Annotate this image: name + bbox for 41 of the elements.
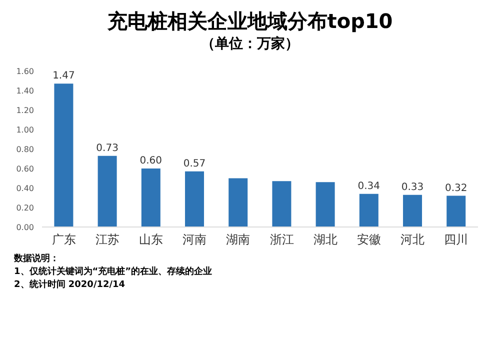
data-label: 1.47 (52, 70, 75, 82)
bar (316, 182, 335, 227)
y-tick-label: 0.20 (16, 203, 34, 212)
x-tick-label: 江苏 (95, 232, 120, 247)
data-label: 0.57 (183, 158, 206, 170)
bar (272, 181, 292, 227)
x-tick-label: 河北 (400, 232, 425, 247)
y-tick-label: 1.60 (16, 66, 34, 76)
chart-title: 充电桩相关企业地域分布top10 (106, 8, 394, 35)
x-tick-label: 山东 (139, 232, 163, 247)
x-tick-label: 湖北 (313, 232, 338, 247)
bar (446, 196, 466, 227)
data-label: 0.73 (96, 142, 118, 154)
bar (228, 178, 248, 227)
y-tick-label: 0.60 (16, 164, 34, 174)
y-tick-label: 0.40 (16, 184, 34, 193)
x-tick-label: 湖南 (226, 232, 250, 247)
text: 1、仅统计关键词为“充电桩”的在业、存续的企业 (14, 266, 214, 279)
data-label: 0.60 (140, 156, 162, 166)
x-tick-label: 河南 (182, 232, 207, 247)
bar (185, 171, 204, 227)
x-tick-label: 浙江 (270, 232, 294, 247)
x-tick-label: 安徽 (357, 232, 381, 247)
data-label: 0.32 (444, 182, 468, 194)
data-label: 0.33 (401, 182, 424, 193)
y-tick-label: 1.00 (16, 125, 34, 134)
y-tick-label: 0.00 (16, 222, 34, 232)
y-tick-label: 1.20 (16, 106, 34, 115)
bar (141, 168, 160, 227)
y-tick-label: 1.40 (16, 86, 34, 96)
text: 2、统计时间 2020/12/14 (14, 279, 126, 292)
bar (98, 156, 117, 227)
x-tick-label: 广东 (52, 232, 76, 247)
data-label: 0.34 (358, 180, 380, 192)
chart-subtitle: （单位：万家） (200, 35, 300, 53)
bar (359, 194, 378, 227)
x-tick-label: 四川 (444, 232, 468, 247)
bar (54, 84, 74, 227)
bar (403, 194, 422, 227)
text: 数据说明： (14, 253, 60, 266)
y-tick-label: 0.80 (16, 144, 34, 154)
